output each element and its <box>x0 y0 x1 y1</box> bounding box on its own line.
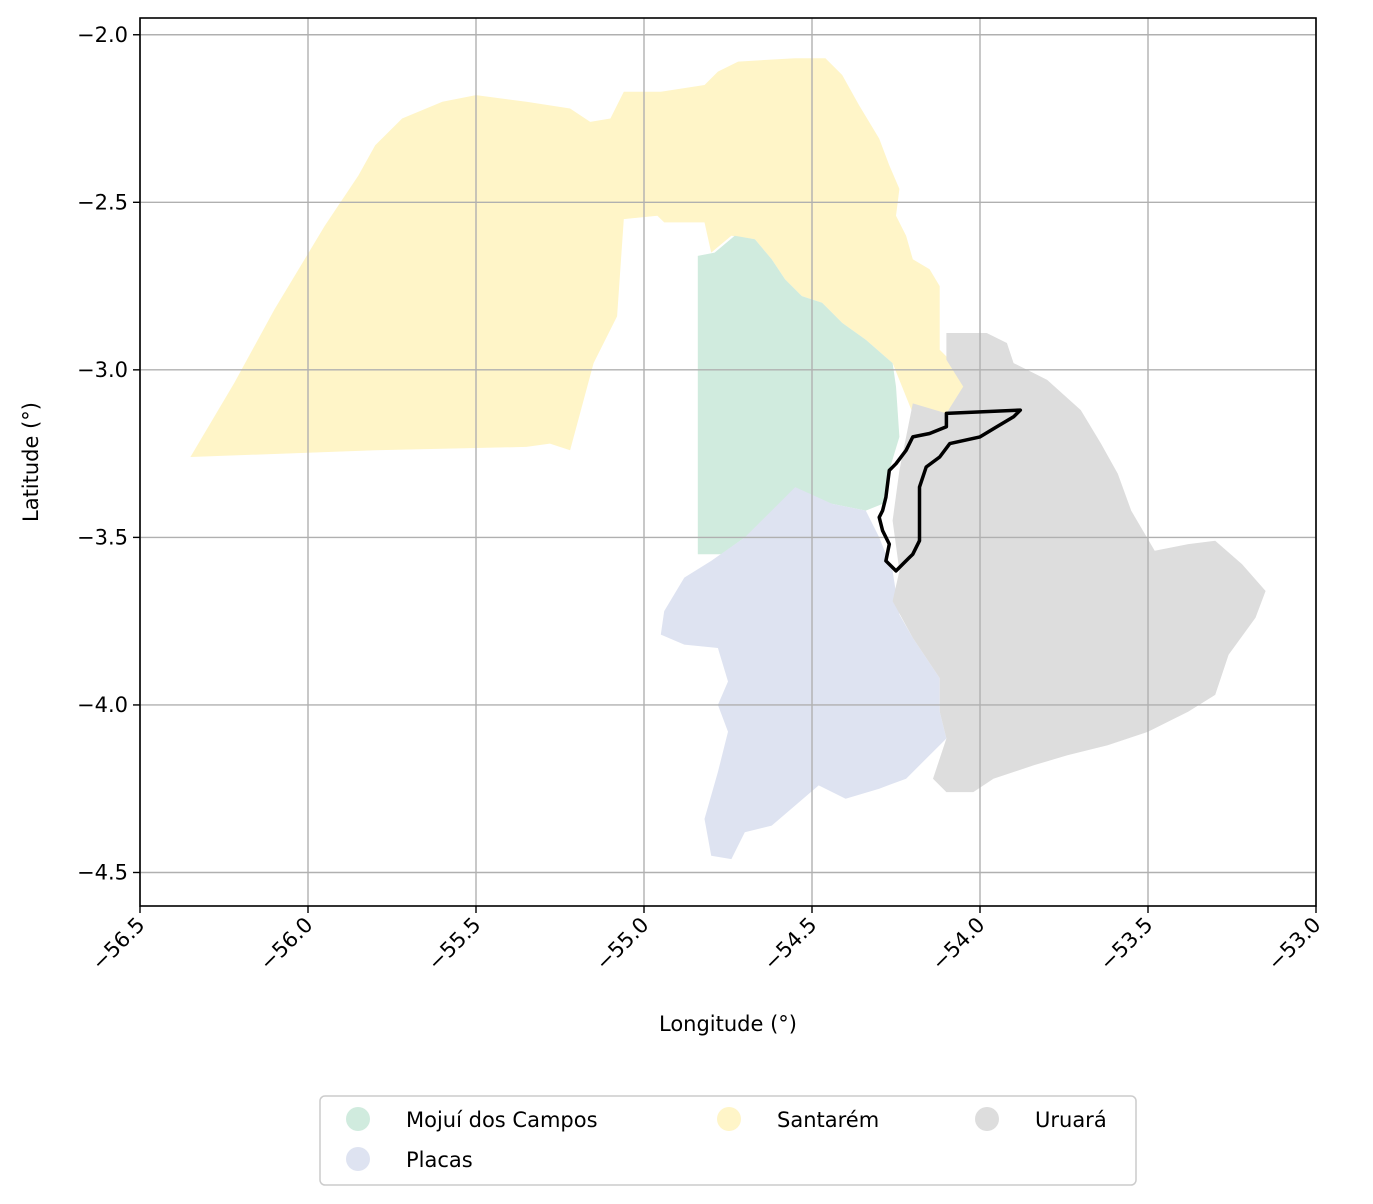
legend-marker-santarem <box>717 1107 741 1131</box>
region-uruara <box>892 333 1266 793</box>
x-axis-title: Longitude (°) <box>659 1012 797 1036</box>
y-tick-label: −2.5 <box>77 190 128 214</box>
y-tick-label: −3.5 <box>77 525 128 549</box>
region-placas <box>660 487 947 860</box>
legend-label-uruara: Uruará <box>1035 1108 1107 1132</box>
y-tick-label: −4.5 <box>77 860 128 884</box>
plot-frame <box>139 17 1317 907</box>
legend-marker-placas <box>346 1147 370 1171</box>
legend-marker-uruara <box>975 1107 999 1131</box>
legend-label-santarem: Santarém <box>777 1108 879 1132</box>
x-axis: −56.5 −56.0 −55.5 −55.0 −54.5 −54.0 −53.5 −53.0 <box>87 906 1326 975</box>
x-tick-label: −55.5 <box>423 913 485 975</box>
y-tick-label: −3.0 <box>77 358 128 382</box>
y-tick-label: −2.0 <box>77 23 128 47</box>
y-tick-label: −4.0 <box>77 693 128 717</box>
study-area-outline-layer <box>877 408 1023 573</box>
legend: Mojuí dos Campos Santarém Uruará Placas <box>319 1095 1137 1186</box>
study-area-outline <box>877 408 1023 573</box>
x-tick-label: −56.5 <box>87 913 149 975</box>
x-tick-label: −53.0 <box>1263 913 1325 975</box>
y-axis-title: Latitude (°) <box>19 402 43 522</box>
x-tick-label: −54.0 <box>927 913 989 975</box>
legend-marker-mojui-dos-campos <box>346 1107 370 1131</box>
region-santarem <box>190 58 964 457</box>
regions-layer <box>190 58 1266 860</box>
region-mojui-dos-campos <box>697 235 900 555</box>
x-tick-label: −55.0 <box>591 913 653 975</box>
x-tick-label: −56.0 <box>255 913 317 975</box>
legend-label-mojui-dos-campos: Mojuí dos Campos <box>406 1108 598 1132</box>
legend-label-placas: Placas <box>406 1148 473 1172</box>
legend-box <box>319 1095 1137 1186</box>
y-axis: −2.0 −2.5 −3.0 −3.5 −4.0 −4.5 <box>77 23 140 884</box>
x-tick-label: −54.5 <box>759 913 821 975</box>
x-tick-label: −53.5 <box>1095 913 1157 975</box>
